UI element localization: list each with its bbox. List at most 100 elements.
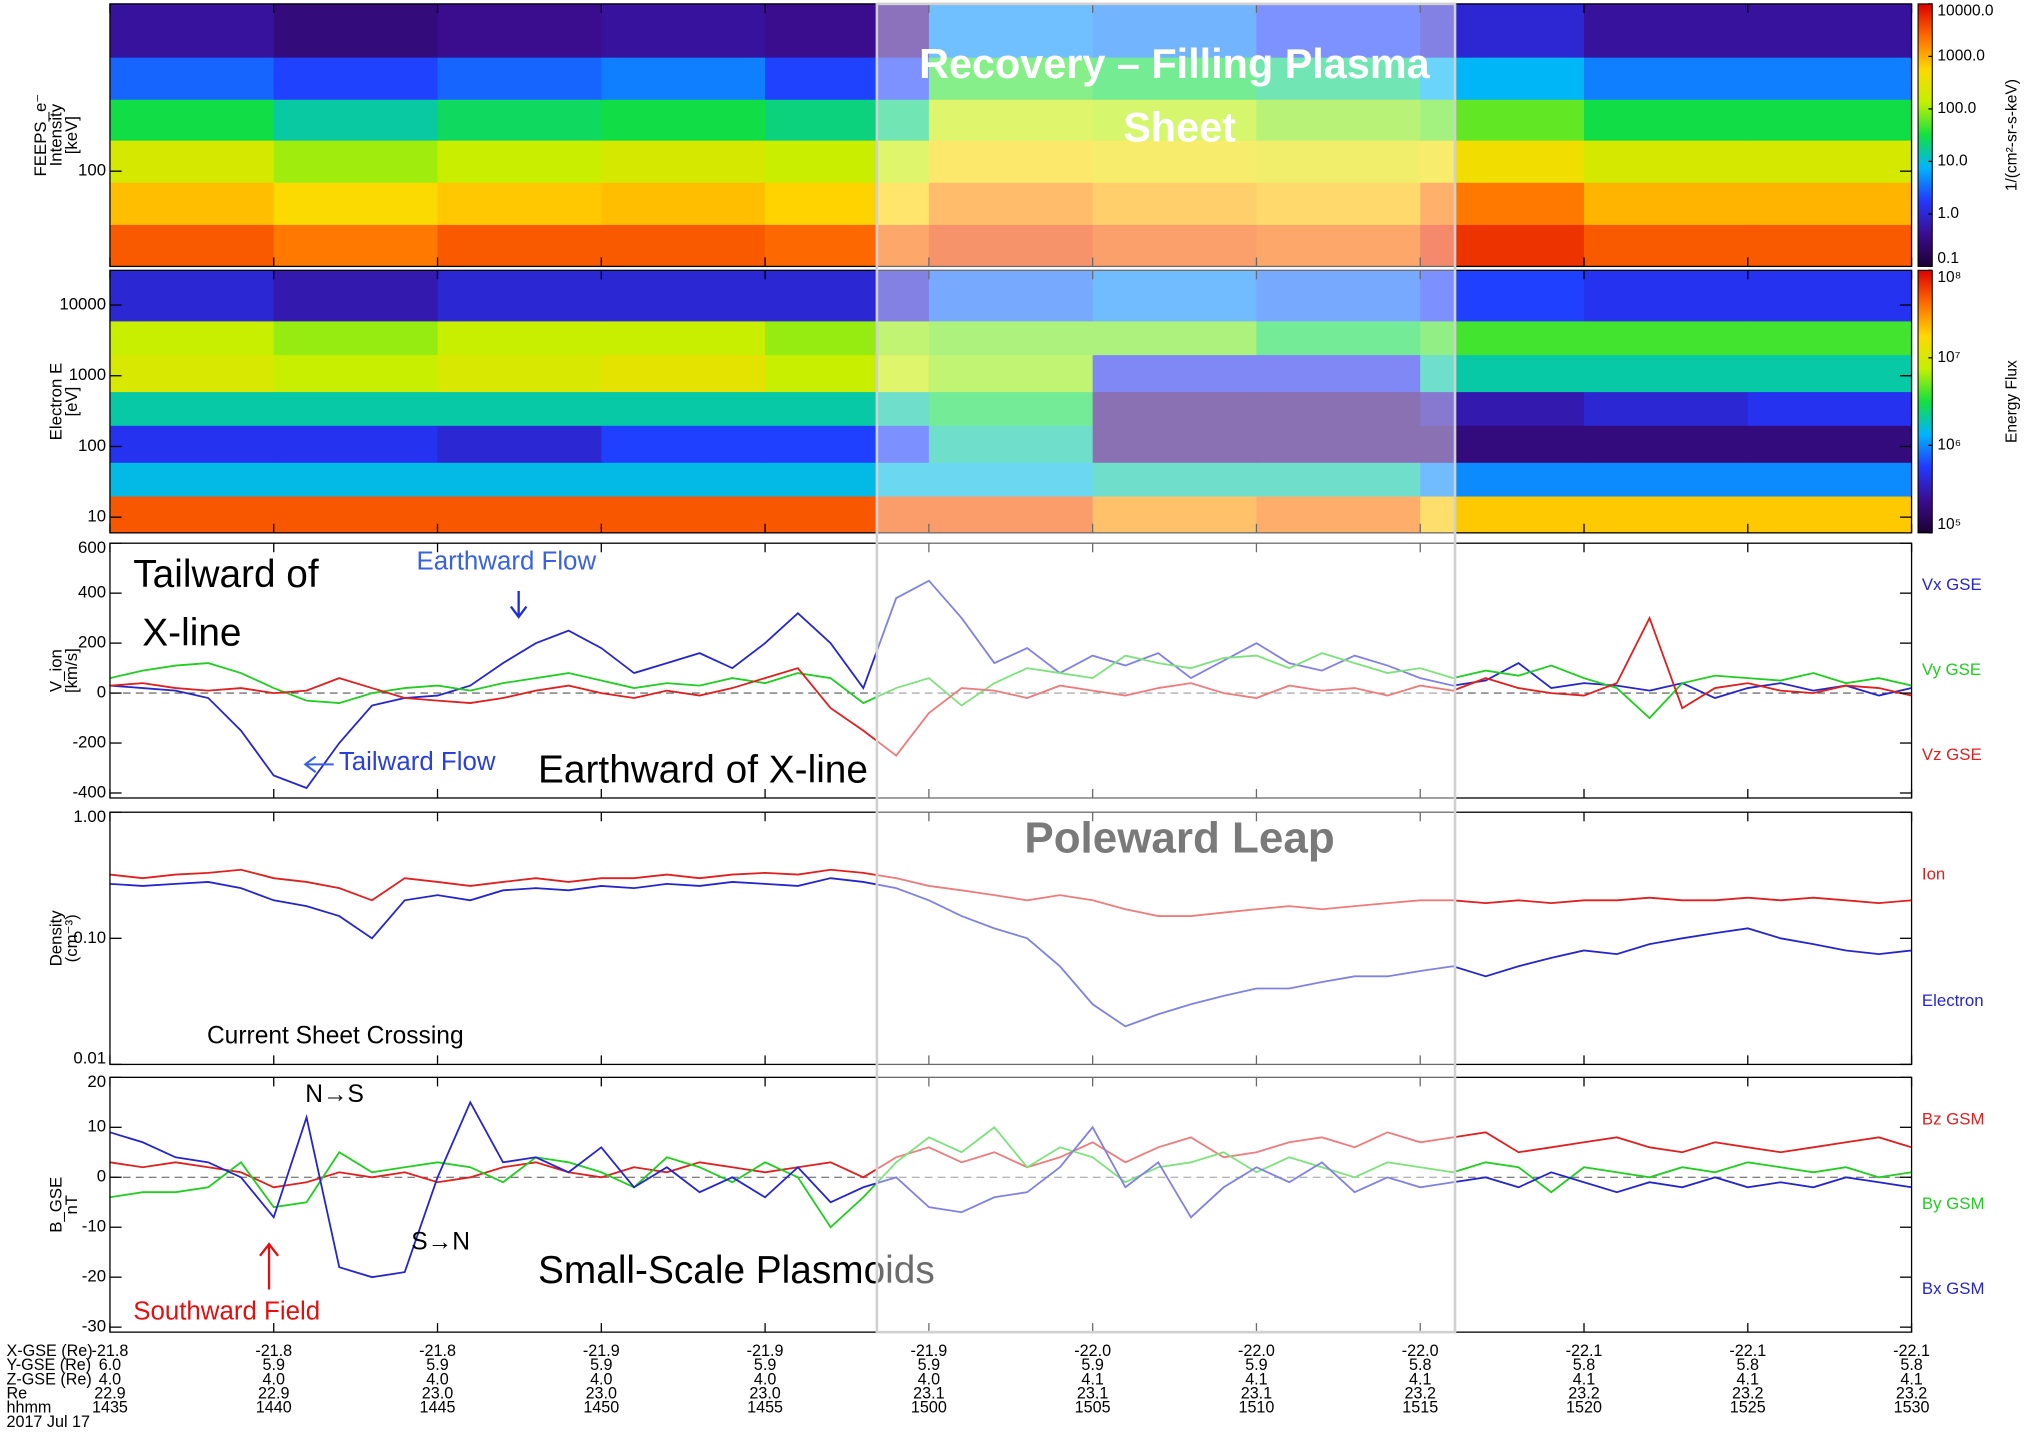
heatmap-cell: [1256, 139, 1421, 183]
heatmap-cell: [109, 224, 275, 267]
x-tick-label: 1450: [583, 1399, 619, 1417]
heatmap-cell: [765, 139, 930, 183]
heatmap-cell: [1747, 391, 1912, 426]
x-tick-label: 5.9: [1081, 1356, 1103, 1374]
heatmap-cell: [1420, 3, 1585, 58]
series-line: [109, 877, 1912, 1028]
heatmap-cell: [109, 320, 275, 356]
y-tick-label: -20: [82, 1267, 106, 1286]
annotation: X-line: [142, 611, 241, 654]
heatmap-cell: [1584, 495, 1749, 533]
x-tick-label: 23.0: [422, 1384, 453, 1402]
panel: 10⁸ 10⁷ 10⁶ 10⁵ Energy Flux 10 100 1000 10000 Ele…: [46, 269, 2021, 534]
heatmap-cell: [1092, 462, 1258, 497]
heatmap-cell: [1092, 425, 1258, 463]
heatmap-cell: [437, 224, 602, 267]
y-tick-label: 0.01: [73, 1049, 106, 1068]
y-tick-label: -30: [82, 1316, 106, 1335]
heatmap-cell: [1584, 139, 1749, 183]
heatmap-cell: [273, 495, 439, 533]
annotation: Small-Scale Plasmoids: [538, 1249, 935, 1292]
heatmap-cell: [1747, 354, 1912, 393]
heatmap-cell: [1420, 354, 1585, 393]
annotation: Poleward Leap: [1024, 813, 1334, 862]
x-tick-label: 5.9: [754, 1356, 776, 1374]
heatmap-cell: [1092, 99, 1258, 141]
heatmap-cell: [437, 354, 602, 393]
x-tick-label: 4.1: [1900, 1370, 1922, 1388]
x-tick-label: -21.8: [419, 1342, 456, 1360]
x-tick-label: 4.0: [918, 1370, 940, 1388]
x-tick-label: 4.1: [1737, 1370, 1759, 1388]
x-tick-label: 5.8: [1900, 1356, 1922, 1374]
heatmap-cell: [437, 182, 602, 225]
heatmap-cell: [273, 56, 439, 100]
x-tick-label: 1515: [1402, 1399, 1438, 1417]
heatmap-cell: [928, 354, 1094, 393]
heatmap-cell: [928, 182, 1094, 225]
heatmap-cell: [928, 462, 1094, 497]
y-tick-label: 100: [78, 161, 106, 180]
heatmap-cell: [765, 182, 930, 225]
heatmap-cell: [1420, 99, 1585, 141]
heatmap-cell: [928, 391, 1094, 426]
heatmap-cell: [437, 462, 602, 497]
annotation: N→S: [305, 1081, 364, 1108]
heatmap-cell: [1584, 425, 1749, 463]
heatmap-cell: [1420, 425, 1585, 463]
heatmap-cell: [765, 3, 930, 58]
x-tick-label: 23.1: [1077, 1384, 1108, 1402]
heatmap-cell: [601, 3, 766, 58]
axis-row-label: Y-GSE (Re): [6, 1356, 91, 1374]
heatmap-cell: [1420, 391, 1585, 426]
heatmap-cell: [765, 270, 930, 322]
heatmap-cell: [1584, 320, 1749, 356]
x-tick-label: -22.0: [1238, 1342, 1275, 1360]
x-tick-label: -22.1: [1729, 1342, 1766, 1360]
heatmap-cell: [1584, 99, 1749, 141]
heatmap-cell: [1747, 320, 1912, 356]
colorbar: [1917, 3, 1933, 267]
heatmap-cell: [1256, 354, 1421, 393]
y-axis-label: [eV]: [62, 387, 81, 417]
x-tick-label: 22.9: [94, 1384, 125, 1402]
heatmap-cell: [601, 462, 766, 497]
date-label: 2017 Jul 17: [6, 1413, 90, 1431]
heatmap-cell: [1420, 56, 1585, 100]
heatmap-cell: [765, 495, 930, 533]
heatmap-cell: [1092, 56, 1258, 100]
x-tick-label: 1435: [92, 1399, 128, 1417]
x-tick-label: 22.9: [258, 1384, 289, 1402]
y-tick-label: -200: [72, 732, 106, 751]
x-tick-label: 4.0: [426, 1370, 448, 1388]
annotation: Earthward Flow: [416, 547, 596, 575]
heatmap-cell: [1747, 182, 1912, 225]
colorbar-tick-label: 10⁶: [1937, 436, 1961, 453]
heatmap-cell: [273, 391, 439, 426]
heatmap-cell: [928, 3, 1094, 58]
annotation: Current Sheet Crossing: [207, 1023, 464, 1050]
annotation: S→N: [411, 1228, 470, 1255]
heatmap-cell: [109, 270, 275, 322]
colorbar-label: Energy Flux: [2004, 360, 2021, 443]
heatmap-cell: [109, 56, 275, 100]
heatmap-cell: [928, 224, 1094, 267]
heatmap-cell: [601, 99, 766, 141]
x-tick-label: -21.8: [92, 1342, 129, 1360]
y-tick-label: 0: [97, 683, 106, 702]
y-tick-label: 100: [78, 436, 106, 455]
annotation: Tailward Flow: [339, 748, 496, 776]
panel: Ion Electron 1.00 0.10 0.01 Density(cm⁻³): [46, 807, 1983, 1068]
heatmap-cell: [273, 139, 439, 183]
heatmap-cell: [1747, 462, 1912, 497]
x-tick-label: 23.0: [749, 1384, 780, 1402]
heatmap-cell: [1256, 182, 1421, 225]
panel-background: [109, 812, 1912, 1065]
series-line: [109, 615, 1912, 757]
legend-label: Bx GSM: [1922, 1279, 1985, 1298]
heatmap-cell: [1420, 462, 1585, 497]
heatmap-cell: [1747, 224, 1912, 267]
x-tick-label: 1520: [1566, 1399, 1602, 1417]
heatmap-cell: [928, 320, 1094, 356]
